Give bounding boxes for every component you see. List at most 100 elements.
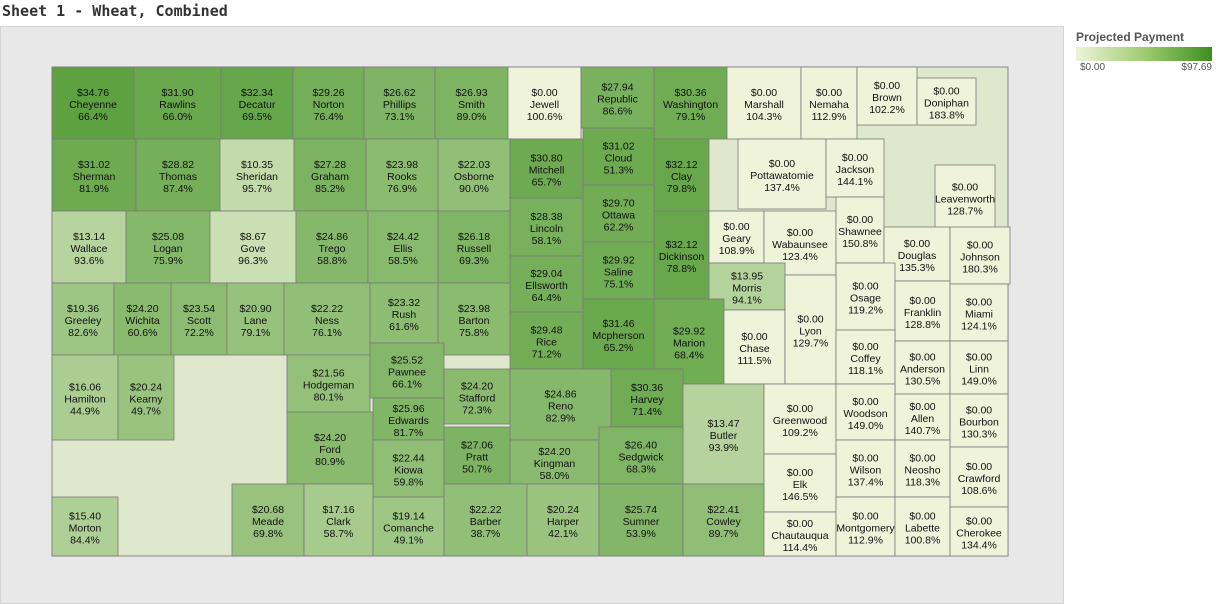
county-shape-gove[interactable] <box>209 210 297 284</box>
county-shape-hodgeman[interactable] <box>286 354 371 413</box>
county-shape-chautauqua[interactable] <box>763 511 837 557</box>
county-shape-sheridan[interactable] <box>219 138 295 212</box>
county-shape-barton[interactable] <box>437 282 511 356</box>
county-shape-morton[interactable] <box>51 496 119 557</box>
county-shape-jackson[interactable] <box>825 138 885 198</box>
county-shape-anderson[interactable] <box>894 340 951 395</box>
county-shape-johnson[interactable] <box>949 226 1011 285</box>
county-shape-mcpherson[interactable] <box>582 298 655 370</box>
county-shape-scott[interactable] <box>170 282 228 356</box>
county-shape-bourbon[interactable] <box>949 393 1009 448</box>
county-shape-cowley[interactable] <box>682 483 765 557</box>
county-shape-sherman[interactable] <box>51 138 137 212</box>
county-shape-linn[interactable] <box>949 340 1009 395</box>
county-shape-osborne[interactable] <box>437 138 511 212</box>
county-shape-geary[interactable] <box>708 210 765 264</box>
county-shape-butler[interactable] <box>682 383 765 485</box>
county-shape-phillips[interactable] <box>363 66 436 140</box>
county-shape-lane[interactable] <box>226 282 285 356</box>
county-shape-rawlins[interactable] <box>133 66 222 140</box>
county-shape-graham[interactable] <box>293 138 367 212</box>
county-shape-rush[interactable] <box>369 282 439 344</box>
county-shape-meade[interactable] <box>231 483 305 557</box>
county-shape-rooks[interactable] <box>365 138 439 212</box>
county-shape-cloud[interactable] <box>582 127 655 186</box>
county-shape-stafford[interactable] <box>443 368 511 425</box>
county-shape-norton[interactable] <box>292 66 365 140</box>
county-shape-sumner[interactable] <box>598 483 684 557</box>
county-shape-barber[interactable] <box>443 483 528 557</box>
county-shape-chase[interactable] <box>723 309 786 385</box>
county-shape-shawnee[interactable] <box>835 196 885 264</box>
county-shape-sedgwick[interactable] <box>598 426 684 485</box>
county-shape-neosho[interactable] <box>894 439 951 498</box>
county-shape-jewell[interactable] <box>507 66 582 140</box>
county-shape-ford[interactable] <box>286 411 374 485</box>
map-area[interactable]: $34.76 Cheyenne 66.4% $31.90 Rawlins 66.0% $32… <box>0 26 1064 604</box>
county-shape-washington[interactable] <box>653 66 728 140</box>
county-shape-kingman[interactable] <box>509 439 600 485</box>
county-shape-edwards[interactable] <box>372 397 445 441</box>
county-shape-allen[interactable] <box>894 393 951 441</box>
county-shape-cheyenne[interactable] <box>51 66 135 140</box>
county-shape-dickinson[interactable] <box>653 210 710 300</box>
